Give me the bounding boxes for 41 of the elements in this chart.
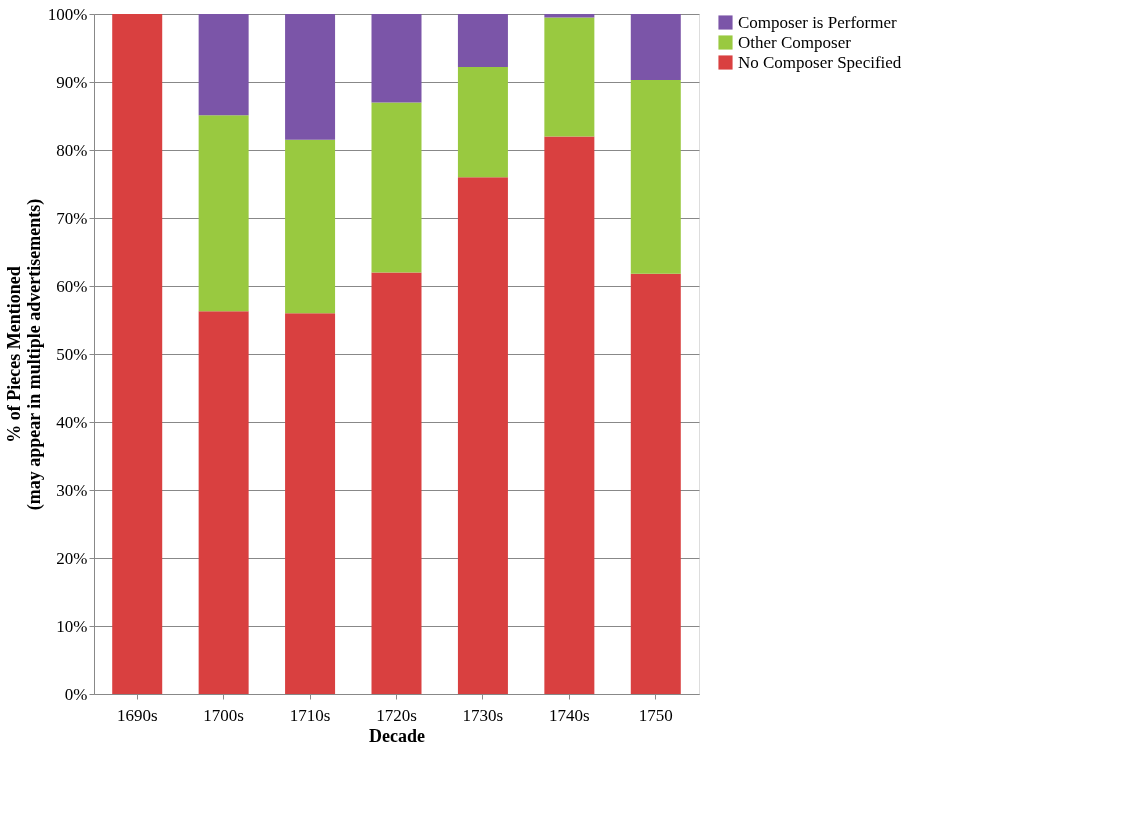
bar [371,272,422,694]
y-tick-label: 100% [47,4,88,24]
bar [544,17,595,137]
y-tick-label: 50% [56,344,88,364]
bar [371,14,422,103]
bar [285,313,336,694]
bar [112,14,163,694]
bar [285,139,336,314]
y-tick-label: 70% [56,208,88,228]
x-axis-title: Decade [369,725,425,746]
x-tick-label: 1730s [462,705,504,725]
y-tick-label: 10% [56,616,88,636]
bar [630,14,681,80]
bar [198,311,249,694]
x-tick-label: 1750 [638,705,673,725]
bar [457,67,508,178]
x-tick-label: 1720s [376,705,417,725]
y-tick-label: 60% [56,276,88,296]
bar [630,273,681,694]
legend-label: No Composer Specified [738,52,902,72]
x-tick-label: 1700s [203,705,244,725]
bar [371,102,422,273]
y-tick-label: 0% [64,684,88,704]
bar [285,14,336,140]
x-tick-label: 1740s [549,705,590,725]
y-tick-label: 80% [56,140,88,160]
legend-label: Composer is Performer [738,12,897,32]
bar [198,14,249,116]
y-tick-label: 90% [56,72,88,92]
y-tick-label: 30% [56,480,88,500]
y-tick-label: 40% [56,412,88,432]
bar [198,115,249,312]
x-tick-label: 1710s [289,705,331,725]
legend-label: Other Composer [738,32,852,52]
bar [457,14,508,68]
y-axis-title: % of Pieces Mentioned (may appear in multiple advertisements) [3,198,45,511]
x-tick-label: 1690s [116,705,158,725]
bar [630,79,681,274]
bar [457,177,508,694]
y-tick-label: 20% [56,548,88,568]
bar [544,136,595,694]
